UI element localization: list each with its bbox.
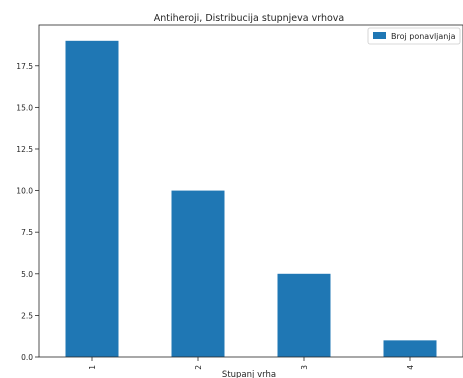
y-tick-label: 15.0	[16, 103, 33, 112]
y-tick-label: 10.0	[16, 187, 33, 196]
bar	[171, 190, 225, 357]
x-axis-label: Stupanj vrha	[222, 370, 276, 378]
chart-title: Antiheroji, Distribucija stupnjeva vrhov…	[154, 13, 344, 24]
y-tick-label: 2.5	[21, 311, 33, 320]
legend-box	[367, 27, 461, 45]
y-tick-label: 0.0	[21, 353, 33, 362]
y-tick-label: 5.0	[21, 270, 33, 279]
bar	[65, 40, 119, 358]
x-tick-label: 4	[406, 365, 415, 370]
legend-swatch	[373, 32, 386, 39]
bar	[383, 340, 437, 357]
legend-label: Broj ponavljanja	[391, 32, 456, 41]
x-tick-label: 1	[88, 365, 97, 370]
legend: Broj ponavljanja	[367, 27, 461, 45]
y-axis: 0.0 2.5 5.0 7.5 10.0 12.5 15.0 17.5	[16, 62, 39, 362]
x-axis: 1 2 3 4	[88, 357, 415, 370]
y-tick-label: 17.5	[16, 62, 33, 71]
plot-frame	[38, 24, 463, 358]
bar-series	[65, 40, 437, 358]
x-tick-label: 3	[300, 365, 309, 370]
x-tick-label: 2	[194, 365, 203, 370]
y-tick-label: 7.5	[21, 228, 33, 237]
y-tick-label: 12.5	[16, 145, 33, 154]
bar	[277, 273, 331, 357]
